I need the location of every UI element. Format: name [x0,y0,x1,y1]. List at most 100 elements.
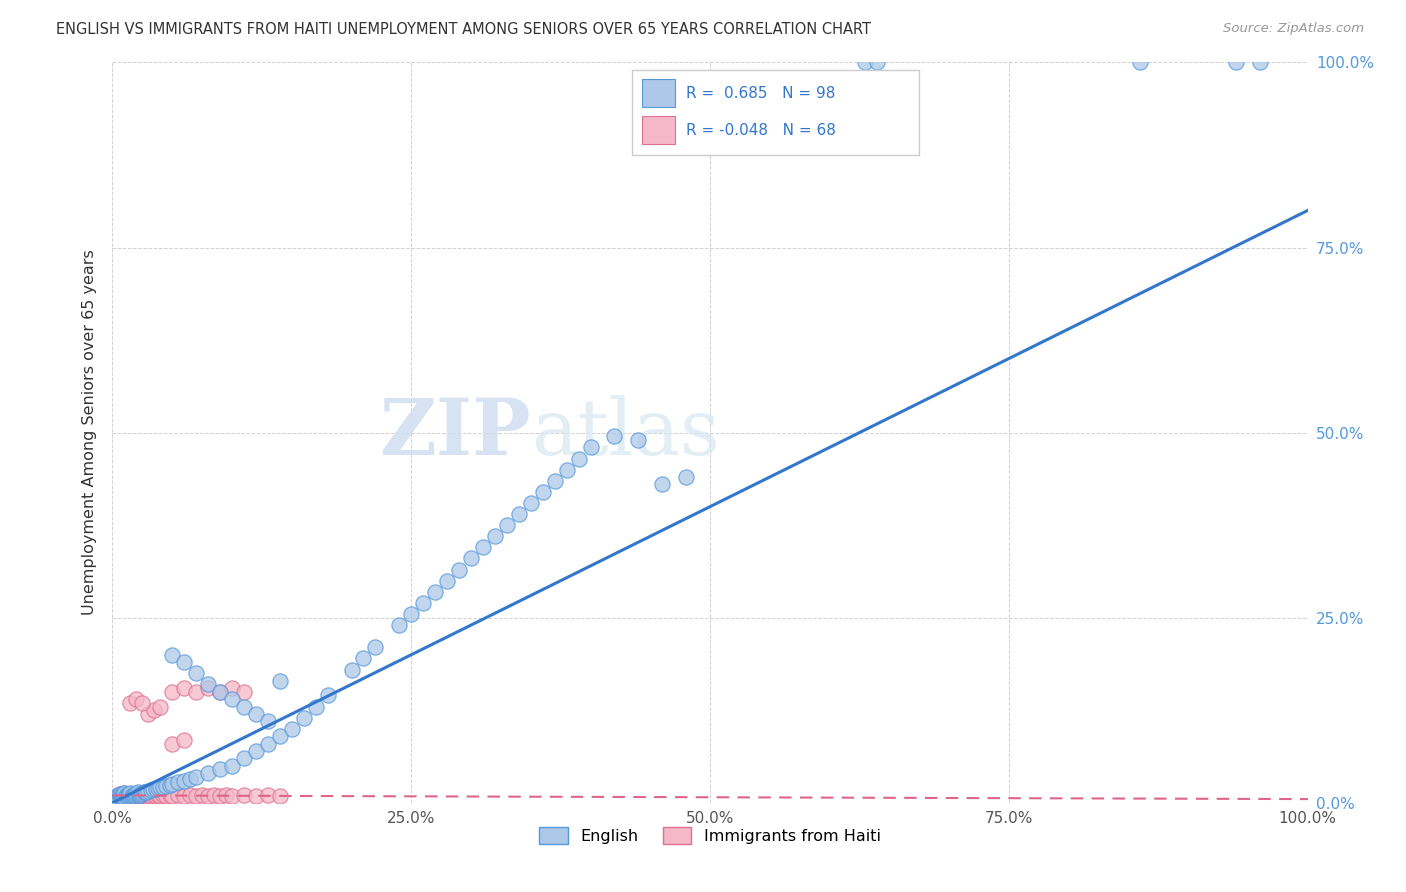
Point [114,786,135,800]
Point [484,529,506,543]
Point [128,789,150,803]
Point [107,789,129,803]
Point [447,563,470,577]
Point [155,779,177,793]
Point [139,783,162,797]
Point [108,789,131,804]
Point [269,789,291,804]
Text: R =  0.685   N = 98: R = 0.685 N = 98 [686,86,835,101]
Point [162,685,183,699]
Text: Source: ZipAtlas.com: Source: ZipAtlas.com [1223,22,1364,36]
Point [388,618,411,632]
Point [257,737,280,751]
Point [221,692,243,706]
Y-axis label: Unemployment Among Seniors over 65 years: Unemployment Among Seniors over 65 years [82,250,97,615]
Point [179,772,201,786]
Point [531,484,554,499]
Point [132,785,155,799]
Point [162,648,183,662]
Point [138,789,160,803]
Point [108,787,131,801]
Point [115,789,138,803]
Point [508,507,530,521]
Point [128,789,150,803]
Text: ENGLISH VS IMMIGRANTS FROM HAITI UNEMPLOYMENT AMONG SENIORS OVER 65 YEARS CORREL: ENGLISH VS IMMIGRANTS FROM HAITI UNEMPLO… [56,22,872,37]
Point [186,685,208,699]
Point [412,596,434,610]
Point [107,789,129,803]
Point [651,477,673,491]
Point [120,696,142,710]
Point [129,787,152,801]
Point [215,789,238,803]
Point [146,789,169,803]
Point [114,789,136,804]
Point [149,780,172,795]
Point [104,789,127,804]
Point [1129,55,1152,70]
Point [173,681,195,695]
Point [197,677,219,691]
Point [111,789,134,804]
Point [543,474,565,488]
Point [496,518,519,533]
Point [316,689,339,703]
Point [269,729,291,743]
Point [233,699,256,714]
Point [138,784,160,798]
Point [152,780,174,794]
Point [162,737,183,751]
Point [142,782,165,797]
Point [118,787,141,801]
Point [129,789,152,804]
Point [105,790,128,805]
FancyBboxPatch shape [643,116,675,144]
Point [202,789,225,803]
Point [162,777,183,791]
Point [107,793,129,807]
Point [209,685,232,699]
Point [103,792,125,806]
Point [186,789,208,804]
Point [111,792,134,806]
Point [436,574,458,588]
Point [115,789,138,803]
Point [233,751,256,765]
Point [179,789,201,803]
Point [401,607,423,621]
Point [108,789,131,804]
Point [568,451,591,466]
Point [167,775,190,789]
Point [209,685,232,699]
Point [233,789,256,803]
Point [155,789,177,804]
Point [114,786,135,800]
Point [103,792,125,806]
Point [129,788,152,802]
Point [138,706,160,721]
Point [159,778,181,792]
Point [364,640,387,655]
Point [221,789,243,804]
Point [245,706,267,721]
Point [131,696,153,710]
Point [145,789,167,804]
Text: ZIP: ZIP [380,394,531,471]
Point [245,789,267,804]
Point [114,789,135,804]
Point [292,711,315,725]
Point [162,789,183,804]
Point [627,433,650,447]
Text: R = -0.048   N = 68: R = -0.048 N = 68 [686,123,837,138]
Point [110,791,132,805]
Point [152,789,174,803]
Point [132,789,155,803]
Point [121,789,143,804]
Point [121,788,143,802]
Point [197,681,219,695]
Point [197,766,219,780]
Point [352,651,374,665]
Point [122,788,145,802]
Point [191,789,214,803]
Point [257,789,280,803]
